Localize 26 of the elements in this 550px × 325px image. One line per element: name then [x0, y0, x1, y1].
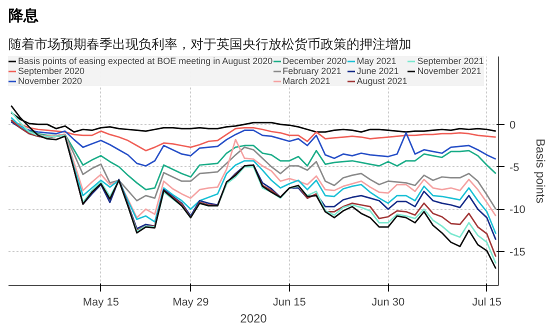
y-tick-label: -10 — [510, 204, 526, 216]
line-series — [10, 112, 497, 133]
x-tick-label: Jun 15 — [272, 296, 306, 308]
legend-label: May 2021 — [356, 56, 396, 66]
line-series — [10, 119, 497, 167]
x-tick-label: Jun 30 — [372, 296, 405, 308]
x-axis-title: 2020 — [240, 312, 268, 325]
y-tick-label: 0 — [510, 119, 516, 132]
legend-label: August 2021 — [356, 76, 408, 86]
chart-title: 降息 — [8, 8, 40, 24]
legend-label: June 2021 — [356, 66, 399, 76]
legend-label: Basis points of easing expected at BOE meeting in August 2020 — [18, 56, 273, 66]
legend-label: November 2020 — [18, 76, 82, 86]
legend-label: December 2020 — [282, 56, 347, 66]
legend-label: March 2021 — [282, 76, 330, 86]
x-tick-label: May 29 — [172, 296, 209, 308]
x-tick-label: May 15 — [82, 296, 119, 308]
chart-subtitle: 随着市场预期春季出现负利率，对于英国央行放松货币政策的押注增加 — [8, 36, 412, 52]
legend-label: September 2021 — [417, 56, 484, 66]
legend-label: November 2021 — [417, 66, 482, 76]
y-tick-label: -15 — [510, 246, 526, 259]
legend-label: September 2020 — [18, 66, 85, 76]
y-tick-label: -5 — [510, 162, 520, 174]
y-axis-title: Basis points — [533, 138, 548, 204]
legend-label: February 2021 — [282, 66, 342, 76]
x-tick-label: Jul 15 — [472, 296, 502, 308]
